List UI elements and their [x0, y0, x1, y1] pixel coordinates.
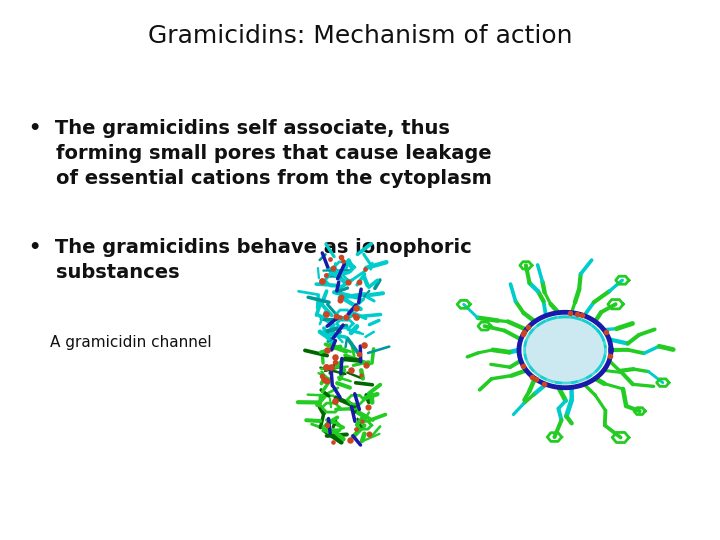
Polygon shape [526, 318, 604, 382]
Text: Gramicidins: Mechanism of action: Gramicidins: Mechanism of action [148, 24, 572, 48]
Text: •  The gramicidins self associate, thus
    forming small pores that cause leaka: • The gramicidins self associate, thus f… [29, 119, 492, 188]
Text: •  The gramicidins behave as ionophoric
    substances: • The gramicidins behave as ionophoric s… [29, 238, 472, 281]
Text: A gramicidin channel: A gramicidin channel [50, 335, 212, 350]
